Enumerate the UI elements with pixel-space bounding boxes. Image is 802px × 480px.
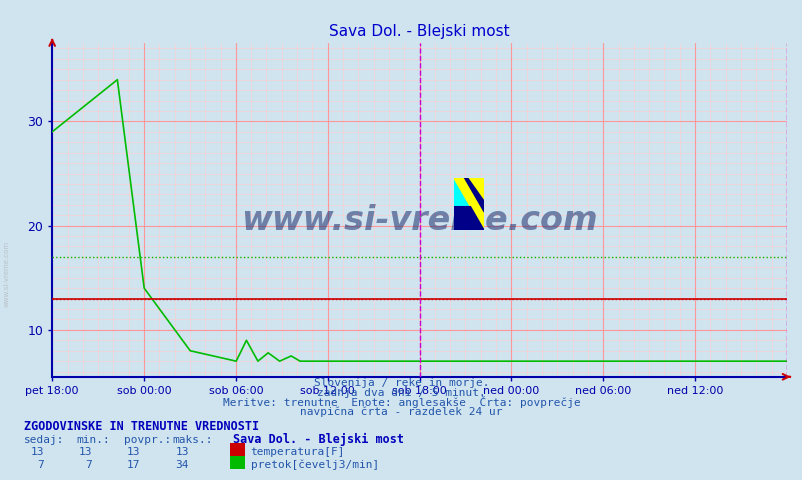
- Text: pretok[čevelj3/min]: pretok[čevelj3/min]: [250, 459, 379, 469]
- Text: Meritve: trenutne  Enote: anglesakše  Črta: povprečje: Meritve: trenutne Enote: anglesakše Črta…: [222, 396, 580, 408]
- Text: zadnja dva dni / 5 minut.: zadnja dva dni / 5 minut.: [317, 388, 485, 398]
- Text: 13: 13: [127, 447, 140, 457]
- Text: min.:: min.:: [76, 434, 110, 444]
- Polygon shape: [453, 178, 484, 230]
- Text: 7: 7: [86, 459, 92, 469]
- Text: 34: 34: [175, 459, 188, 469]
- Text: www.si-vreme.com: www.si-vreme.com: [3, 240, 10, 307]
- Text: 13: 13: [175, 447, 188, 457]
- Text: Sava Dol. - Blejski most: Sava Dol. - Blejski most: [233, 432, 403, 445]
- Text: 17: 17: [127, 459, 140, 469]
- Text: ZGODOVINSKE IN TRENUTNE VREDNOSTI: ZGODOVINSKE IN TRENUTNE VREDNOSTI: [24, 420, 259, 432]
- Text: navpična črta - razdelek 24 ur: navpična črta - razdelek 24 ur: [300, 407, 502, 417]
- Text: 7: 7: [38, 459, 44, 469]
- Polygon shape: [453, 206, 484, 230]
- Text: www.si-vreme.com: www.si-vreme.com: [241, 204, 597, 237]
- Text: 13: 13: [79, 447, 92, 457]
- Polygon shape: [464, 178, 484, 212]
- Title: Sava Dol. - Blejski most: Sava Dol. - Blejski most: [329, 24, 509, 39]
- Text: sedaj:: sedaj:: [24, 434, 64, 444]
- Text: povpr.:: povpr.:: [124, 434, 172, 444]
- Polygon shape: [453, 178, 484, 230]
- Text: Slovenija / reke in morje.: Slovenija / reke in morje.: [314, 378, 488, 388]
- Text: maks.:: maks.:: [172, 434, 213, 444]
- Text: temperatura[F]: temperatura[F]: [250, 447, 345, 457]
- Text: 13: 13: [30, 447, 44, 457]
